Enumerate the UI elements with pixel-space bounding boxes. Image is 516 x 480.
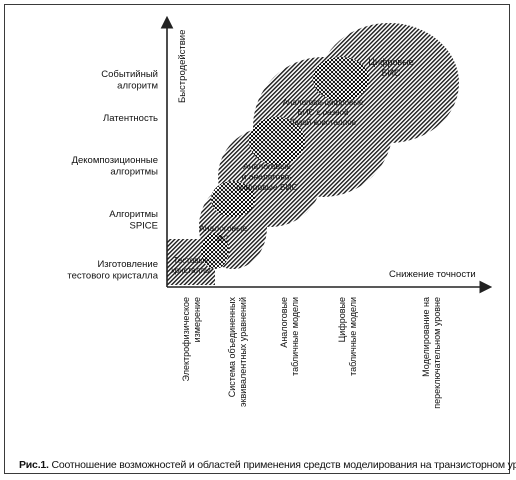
figure-frame: Быстродействие Снижение точности Событий… [4,4,516,474]
x-axis-label: Система объединенныхэквивалентных уравне… [227,297,248,408]
x-axis-labels: Электрофизическоеизмерение Система объеди… [181,297,442,409]
overlap-dark-4 [313,57,369,101]
region-shapes [167,23,459,285]
region-label: Тестовые кристаллы [171,256,211,275]
x-axis-label: Моделирование напереключательном уровне [421,297,442,409]
region-digital-lsi-shape [319,23,459,143]
region-label: Аналоговые ИС [199,223,247,244]
diagram-canvas: Быстродействие Снижение точности Событий… [67,15,493,409]
caption-label: Рис.1. [19,459,49,471]
x-axis-title: Снижение точности [389,269,476,280]
region-label: Аналогово-цифровые БИС с разной базой крис… [283,98,364,127]
region-label: Аналоговые и аналогово-цифровые БИС [236,161,298,192]
y-axis-labels: Событийный алгоритм Латентность Декомпозици… [67,69,158,282]
overlap-dark-1 [201,233,229,269]
overlap-dark-2 [211,181,255,217]
region-label: Цифровые БИС [368,57,413,78]
y-axis-label: Событийный алгоритм [101,69,158,92]
x-axis-label: Аналоговыетабличные модели [279,297,300,376]
x-axis-label: Электрофизическоеизмерение [181,297,202,381]
x-axis-label: Цифровыетабличные модели [337,297,358,376]
region-labels: Тестовые кристаллы Аналоговые ИС Аналоговые и… [171,57,413,275]
caption-text: Соотношение возможностей и областей прим… [48,459,516,471]
overlap-dark-3 [249,117,305,165]
y-axis-label: Алгоритмы SPICE [109,209,158,232]
y-axis-title: Быстродействие [177,30,188,103]
figure-caption: Рис.1. Соотношение возможностей и област… [19,459,516,471]
y-axis-label: Латентность [103,113,158,124]
y-axis-label: Изготовление тестового кристалла [67,259,158,282]
y-axis-label: Декомпозиционные алгоритмы [72,155,159,178]
